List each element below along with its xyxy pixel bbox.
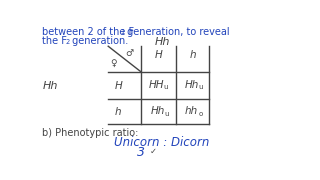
Text: H: H	[115, 81, 122, 91]
Text: Unicorn : Dicorn: Unicorn : Dicorn	[114, 136, 209, 149]
Text: ✓: ✓	[150, 147, 157, 156]
Text: 2: 2	[66, 39, 70, 44]
Text: generation.: generation.	[69, 36, 128, 46]
Text: Hh: Hh	[185, 80, 199, 90]
Text: o: o	[198, 111, 203, 116]
Text: b) Phenotypic ratio:: b) Phenotypic ratio:	[42, 128, 139, 138]
Text: HH: HH	[149, 80, 164, 90]
Text: between 2 of the F: between 2 of the F	[42, 27, 134, 37]
Text: H: H	[155, 50, 163, 60]
Text: generation, to reveal: generation, to reveal	[124, 27, 229, 37]
Text: ♀: ♀	[110, 58, 117, 68]
Text: hh: hh	[185, 106, 198, 116]
Text: 3: 3	[137, 146, 145, 159]
Text: u: u	[164, 111, 169, 116]
Text: the F: the F	[42, 36, 67, 46]
Text: u: u	[164, 84, 168, 90]
Text: Hh: Hh	[42, 81, 58, 91]
Text: Hh: Hh	[150, 106, 165, 116]
Text: 1: 1	[121, 29, 125, 35]
Text: u: u	[198, 84, 203, 90]
Text: ♂: ♂	[125, 49, 133, 58]
Text: Hh: Hh	[154, 37, 170, 47]
Text: h: h	[115, 107, 121, 118]
Text: h: h	[189, 50, 196, 60]
